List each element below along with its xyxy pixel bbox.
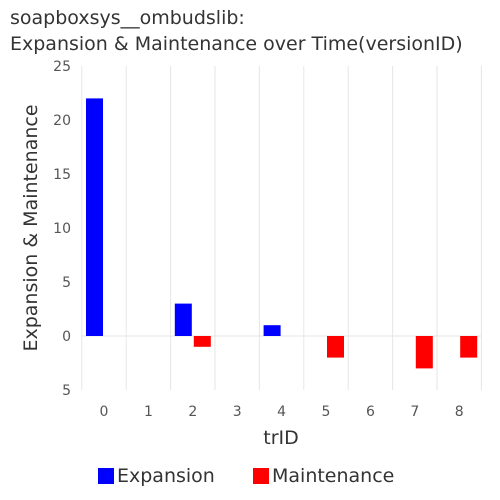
y-tick-label: 0	[62, 329, 71, 345]
y-tick-label: 5	[62, 383, 71, 399]
legend-label-maintenance: Maintenance	[272, 465, 395, 487]
bar-expansion-0	[86, 98, 103, 337]
y-tick-label: 15	[53, 167, 71, 183]
x-tick-label: 7	[410, 404, 419, 420]
x-tick-label: 1	[144, 404, 153, 420]
legend-swatch-expansion	[98, 468, 114, 484]
x-tick-label: 6	[366, 404, 375, 420]
legend-label-expansion: Expansion	[117, 465, 215, 487]
x-tick-label: 3	[233, 404, 242, 420]
y-tick-label: 10	[53, 221, 71, 237]
x-axis-label: trID	[263, 427, 299, 449]
bar-maintenance-7	[415, 336, 433, 369]
chart-title-line-2: Expansion & Maintenance over Time(versio…	[10, 33, 463, 55]
x-tick-label: 0	[100, 404, 109, 420]
x-tick-label: 4	[277, 404, 286, 420]
chart-title-line-1: soapboxsys__ombudslib:	[10, 7, 245, 29]
y-tick-label: 20	[53, 113, 71, 129]
bar-maintenance-5	[327, 336, 344, 358]
y-tick-label: 5	[62, 275, 71, 291]
bar-expansion-4	[263, 325, 281, 336]
x-tick-label: 5	[322, 404, 331, 420]
bar-maintenance-2	[193, 336, 211, 347]
x-tick-label: 8	[455, 404, 464, 420]
y-tick-label: 25	[53, 59, 71, 75]
legend-swatch-maintenance	[253, 468, 269, 484]
bar-maintenance-8	[460, 336, 478, 358]
y-axis-label: Expansion & Maintenance	[20, 104, 42, 351]
x-tick-label: 2	[188, 404, 197, 420]
bar-expansion-2	[174, 303, 192, 336]
legend-item-expansion[interactable]: Expansion	[98, 465, 215, 487]
legend-item-maintenance[interactable]: Maintenance	[253, 465, 394, 487]
